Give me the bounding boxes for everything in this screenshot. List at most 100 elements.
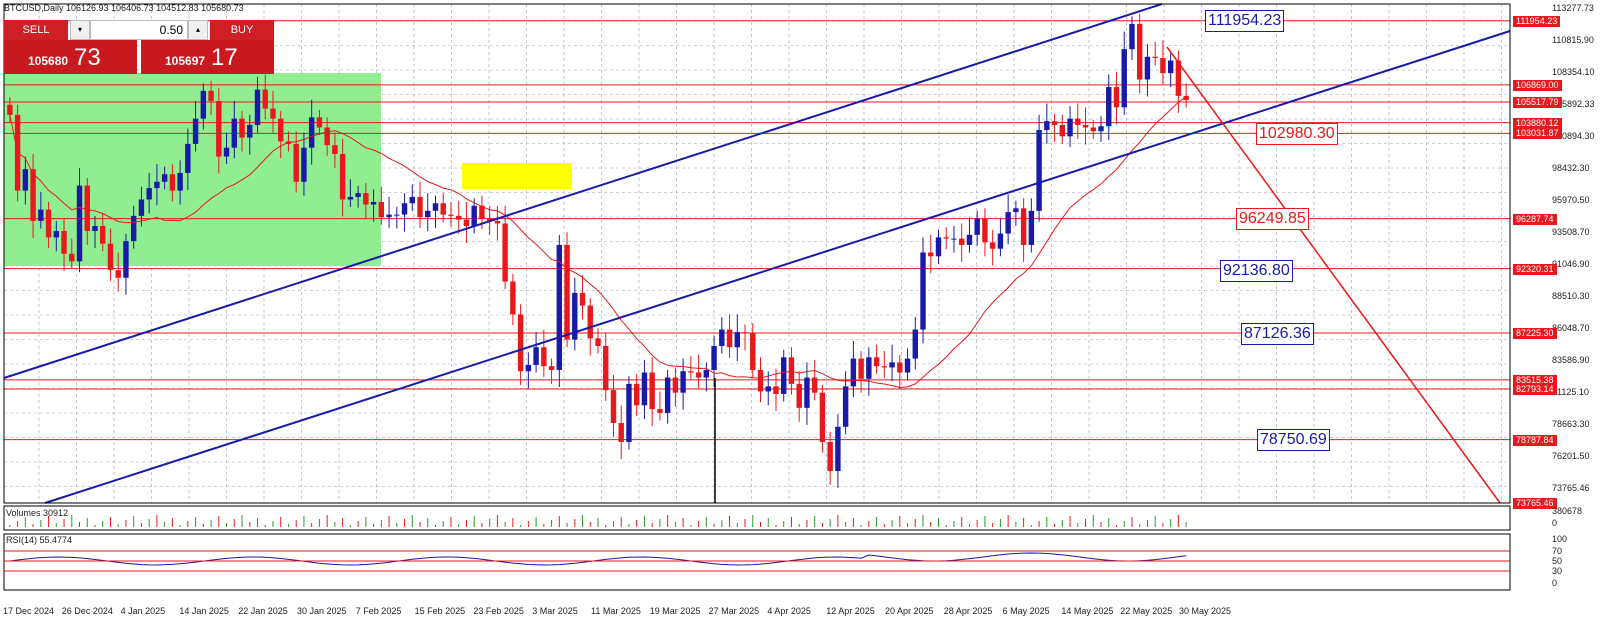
date-axis-tick: 22 Jan 2025 [238, 606, 288, 616]
volume-decrease-button[interactable]: ▾ [70, 20, 90, 40]
candle-body [726, 329, 733, 348]
candle-body [959, 238, 965, 245]
sell-price-main: 105680 [28, 54, 69, 68]
volume-panel-label: Volumes 30912 [6, 508, 69, 518]
price-axis-tick: 76201.50 [1552, 451, 1590, 461]
candle-body [688, 371, 694, 373]
candle-body [30, 169, 36, 221]
candle-body [1013, 208, 1019, 213]
rsi-axis-tick: 30 [1552, 566, 1563, 576]
price-axis-tick: 95970.50 [1552, 195, 1590, 205]
candle-body [1098, 126, 1104, 132]
candle-body [943, 237, 949, 239]
candle-body [53, 231, 60, 238]
candle-body [92, 225, 98, 232]
candle-body [440, 203, 446, 215]
chart-frame [3, 3, 1511, 591]
candle-body [997, 233, 1004, 249]
candle-body [1051, 121, 1058, 125]
moving-average-line [9, 96, 1187, 389]
candle-body [603, 345, 609, 391]
candle-body [471, 205, 477, 226]
candle-body [1144, 56, 1151, 80]
candle-body [904, 358, 911, 373]
price-axis-tick: 73765.46 [1552, 483, 1590, 493]
candle-body [510, 281, 516, 315]
candle-body [533, 347, 539, 365]
candle-body [479, 205, 485, 219]
candle-body [928, 252, 934, 257]
candle-body [308, 117, 315, 148]
buy-price-box[interactable]: 105697 17 [141, 40, 274, 74]
symbol-header: BTCUSD,Daily 106126.93 106406.73 104512.… [4, 3, 244, 13]
candle-body [502, 223, 508, 282]
candle-body [1067, 118, 1073, 137]
buy-price-pips: 17 [211, 44, 238, 71]
price-axis-tick: 91046.90 [1552, 259, 1590, 269]
candle-body [138, 199, 145, 216]
candle-body [185, 143, 191, 173]
rsi-line [9, 552, 1187, 566]
price-level-tag: 78787.84 [1513, 434, 1557, 446]
price-axis-tick: 110815.90 [1552, 35, 1594, 45]
volume-input[interactable]: 0.50 [90, 20, 188, 40]
candle-body [76, 185, 83, 262]
volume-pane-border [3, 505, 1511, 531]
candle-body [378, 201, 385, 218]
candle-body [332, 145, 338, 155]
candle-body [610, 390, 617, 424]
date-axis-tick: 22 May 2025 [1120, 606, 1173, 616]
date-axis-tick: 23 Feb 2025 [473, 606, 524, 616]
candle-body [69, 253, 75, 262]
candle-body [231, 118, 237, 148]
candle-body [796, 383, 802, 408]
candle-body [773, 386, 779, 394]
rsi-axis-tick: 70 [1552, 546, 1563, 556]
candle-body [618, 423, 624, 442]
candle-body [386, 214, 392, 218]
candle-body [107, 243, 114, 271]
candle-body [664, 377, 671, 413]
price-axis-tick: 81125.10 [1552, 387, 1589, 397]
candle-body [1059, 124, 1066, 137]
candle-body [765, 386, 771, 392]
sell-button[interactable]: SELL [4, 20, 68, 40]
candle-body [827, 441, 833, 471]
candle-body [982, 218, 988, 243]
candle-body [254, 89, 261, 125]
candle-body [239, 118, 245, 138]
green-zone [4, 73, 381, 266]
date-axis-tick: 17 Dec 2024 [3, 606, 55, 616]
candle-body [525, 364, 532, 372]
candle-body [1090, 127, 1096, 132]
date-axis-tick: 7 Feb 2025 [355, 606, 402, 616]
volume-axis-top: 380678 [1552, 506, 1583, 516]
volume-increase-button[interactable]: ▴ [188, 20, 208, 40]
buy-button[interactable]: BUY [210, 20, 274, 40]
candle-body [641, 372, 648, 406]
candle-body [409, 196, 415, 204]
date-axis-tick: 3 Mar 2025 [532, 606, 578, 616]
candle-body [448, 214, 454, 216]
price-axis-tick: 113277.73 [1552, 3, 1594, 13]
candle-body [572, 292, 578, 340]
price-axis-tick: 83586.90 [1552, 355, 1590, 365]
candle-body [38, 209, 44, 221]
upper-channel-line [3, 3, 1163, 379]
candle-body [293, 143, 299, 182]
candle-body [1020, 208, 1027, 245]
candle-body [425, 210, 431, 218]
sell-price-box[interactable]: 105680 73 [4, 40, 137, 74]
candle-body [897, 362, 903, 373]
candle-body [1129, 23, 1135, 50]
one-click-trade-panel: SELL ▾ 0.50 ▴ BUY 105680 73 105697 17 [4, 20, 274, 74]
sell-price-pips: 73 [74, 44, 101, 71]
candle-body [695, 372, 702, 378]
candle-body [873, 357, 880, 367]
candle-body [951, 238, 957, 240]
candle-body [1106, 87, 1112, 127]
price-axis-tick: 108354.10 [1552, 67, 1595, 77]
trend-lines [3, 3, 1511, 504]
candle-body [130, 215, 137, 242]
